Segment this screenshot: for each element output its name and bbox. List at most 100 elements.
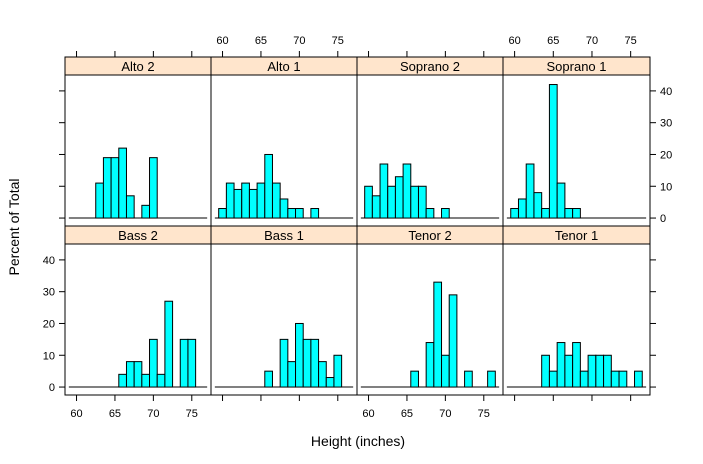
histogram-bar xyxy=(295,208,304,219)
histogram-bar xyxy=(164,300,174,388)
histogram-bar xyxy=(187,338,197,388)
histogram-bar xyxy=(156,373,166,388)
histogram-bar xyxy=(125,195,135,219)
x-axis-tick-label: 75 xyxy=(625,35,637,47)
histogram-bar xyxy=(556,182,566,219)
histogram-bar xyxy=(125,361,135,388)
x-axis-tick-label: 65 xyxy=(547,35,559,47)
panel-frame xyxy=(502,243,651,396)
histogram-bar xyxy=(241,182,250,219)
histogram-bar xyxy=(572,342,581,388)
x-axis-tick-label: 65 xyxy=(255,35,267,47)
histogram-bar xyxy=(233,188,243,219)
panels-layer: Alto 2 Alto 1 Soprano 2 Soprano 1 Bass 2 Bass… xyxy=(64,56,651,396)
histogram-bar xyxy=(464,370,473,388)
x-axis-tick-label: 75 xyxy=(186,408,198,420)
y-axis-tick-label: 20 xyxy=(43,318,55,330)
histogram-bar xyxy=(618,370,628,388)
histogram-bar xyxy=(579,370,589,388)
histogram-bar xyxy=(541,208,550,219)
x-axis-tick-label: 60 xyxy=(70,408,82,420)
histogram-bar xyxy=(533,192,543,219)
histogram-bar xyxy=(517,198,527,219)
histogram-bar xyxy=(118,373,127,388)
y-axis-tick-label: 30 xyxy=(660,118,672,130)
histogram-bar xyxy=(448,294,458,388)
histogram-bar xyxy=(248,188,258,219)
x-axis-tick-label: 70 xyxy=(586,35,598,47)
x-axis-tick-label: 75 xyxy=(332,35,344,47)
histogram-bar xyxy=(141,204,151,219)
histogram-bar xyxy=(510,208,519,219)
histogram-bar xyxy=(371,195,381,219)
histogram-bar xyxy=(225,182,235,219)
y-axis-tick-label: 20 xyxy=(660,149,672,161)
histogram-bar xyxy=(595,354,605,388)
histogram-bar xyxy=(141,373,151,388)
histogram-bar xyxy=(525,163,535,219)
histogram-bar xyxy=(279,198,289,219)
histogram-bar xyxy=(149,157,158,219)
histogram-bar xyxy=(433,281,443,388)
histogram-bar xyxy=(310,208,320,219)
y-axis-tick-label: 10 xyxy=(660,181,672,193)
y-axis-tick-label: 40 xyxy=(43,255,55,267)
histogram-bar xyxy=(102,157,112,219)
histogram-bar xyxy=(556,342,566,388)
histogram-bar xyxy=(256,182,266,219)
histogram-bar xyxy=(287,208,297,219)
panel-alto-1: Alto 1 xyxy=(210,56,358,227)
panel-soprano-1: Soprano 1 xyxy=(502,56,651,227)
histogram-bar xyxy=(218,208,227,219)
x-axis-tick-label: 70 xyxy=(439,408,451,420)
histogram-bar xyxy=(295,322,304,388)
histogram-bar xyxy=(610,370,620,388)
histogram-bar xyxy=(95,182,104,219)
histogram-bar xyxy=(634,370,643,388)
histogram-bar xyxy=(149,338,158,388)
histogram-bar xyxy=(287,361,297,388)
histogram-bar xyxy=(402,163,412,219)
histogram-bar xyxy=(379,163,389,219)
histogram-bar xyxy=(318,361,327,388)
histogram-bar xyxy=(394,176,404,219)
panel-strip-label: Bass 1 xyxy=(264,228,304,243)
histogram-bar xyxy=(548,84,558,219)
histogram-bar xyxy=(541,354,550,388)
histogram-bar xyxy=(279,338,289,388)
x-axis-title: Height (inches) xyxy=(311,433,405,449)
histogram-bar xyxy=(564,354,574,388)
axes-layer: 60 65 70 75 60 65 70 75 60 65 70 75 60 65 70 75 0 10 20 30 4… xyxy=(43,35,673,420)
x-axis-tick-label: 65 xyxy=(401,408,413,420)
panel-bass-2: Bass 2 xyxy=(64,225,212,396)
histogram-bar xyxy=(364,185,373,219)
histogram-bar xyxy=(548,370,558,388)
x-axis-tick-label: 75 xyxy=(478,408,490,420)
panel-strip-label: Bass 2 xyxy=(118,228,158,243)
histogram-bar xyxy=(110,157,120,219)
histogram-bar xyxy=(572,208,581,219)
y-axis-tick-label: 40 xyxy=(660,86,672,98)
histogram-bar xyxy=(387,185,396,219)
x-axis-tick-label: 60 xyxy=(508,35,520,47)
panel-bass-1: Bass 1 xyxy=(210,225,358,396)
y-axis-tick-label: 0 xyxy=(660,213,666,225)
panel-strip-label: Tenor 2 xyxy=(408,228,451,243)
histogram-bar xyxy=(325,377,335,388)
histogram-bar xyxy=(264,370,273,388)
histogram-bar xyxy=(487,370,496,388)
histogram-bar xyxy=(264,153,273,219)
x-axis-tick-label: 70 xyxy=(293,35,305,47)
histogram-bar xyxy=(302,338,312,388)
panel-strip-label: Soprano 2 xyxy=(400,59,460,74)
histogram-bar xyxy=(441,354,450,388)
panel-tenor-1: Tenor 1 xyxy=(502,225,651,396)
y-axis-tick-label: 30 xyxy=(43,287,55,299)
panel-strip-label: Soprano 1 xyxy=(547,59,607,74)
histogram-bar xyxy=(425,342,435,388)
x-axis-tick-label: 60 xyxy=(216,35,228,47)
panel-tenor-2: Tenor 2 xyxy=(356,225,504,396)
histogram-bar xyxy=(410,370,419,388)
panel-alto-2: Alto 2 xyxy=(64,56,212,227)
